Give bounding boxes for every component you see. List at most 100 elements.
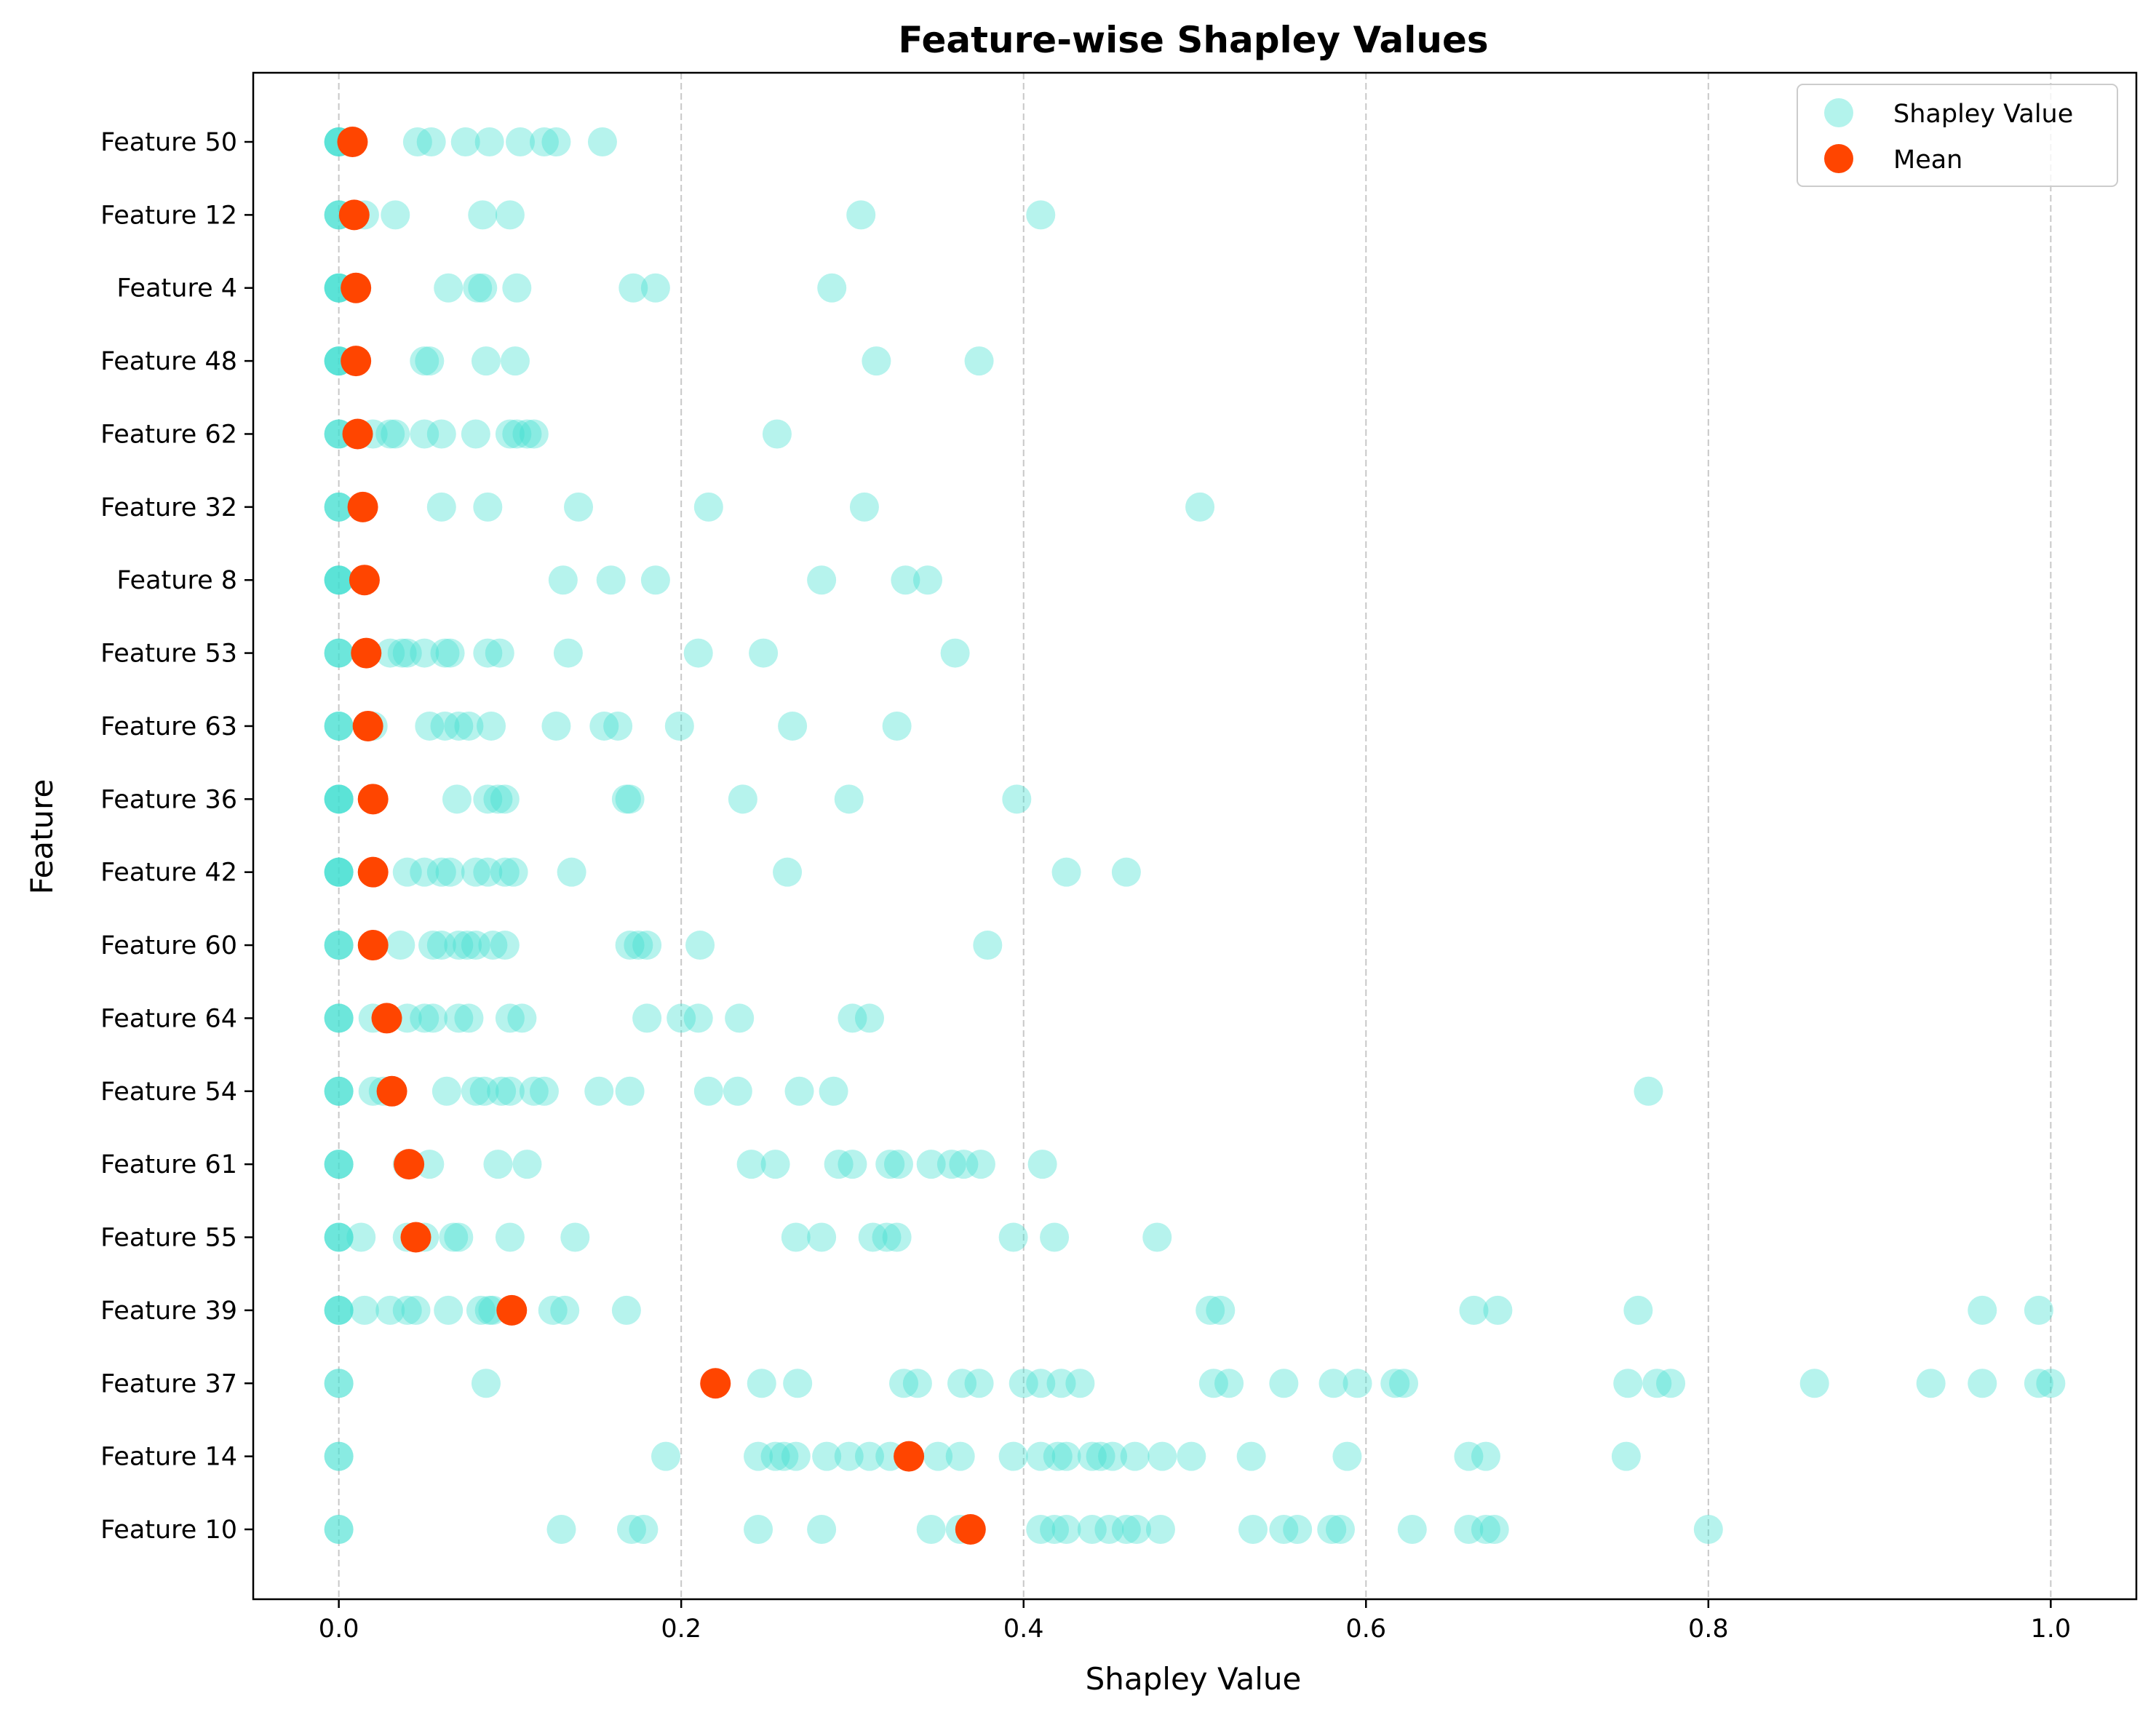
shapley-point bbox=[560, 1222, 590, 1252]
shapley-point bbox=[1318, 1369, 1348, 1398]
shapley-point bbox=[1077, 1515, 1107, 1544]
shapley-point bbox=[744, 1515, 773, 1544]
shapley-point bbox=[495, 419, 525, 449]
shapley-point bbox=[916, 1150, 946, 1179]
shapley-point bbox=[2024, 1369, 2053, 1398]
shapley-point bbox=[324, 1076, 354, 1106]
shapley-point bbox=[1483, 1295, 1513, 1325]
shapley-point bbox=[538, 1295, 568, 1325]
shapley-point bbox=[749, 638, 779, 668]
shapley-point bbox=[1196, 1295, 1225, 1325]
legend-label-mean: Mean bbox=[1893, 146, 1962, 175]
shapley-point bbox=[324, 1076, 354, 1106]
scatter-points bbox=[324, 127, 2066, 1544]
shapley-point bbox=[410, 638, 439, 668]
shapley-point bbox=[1214, 1369, 1244, 1398]
shapley-point bbox=[324, 565, 354, 595]
shapley-point bbox=[872, 1222, 902, 1252]
shapley-point bbox=[846, 200, 876, 230]
y-tick-label: Feature 62 bbox=[100, 420, 237, 449]
shapley-point bbox=[483, 1150, 513, 1179]
shapley-point bbox=[998, 1441, 1028, 1471]
shapley-point bbox=[453, 931, 482, 960]
shapley-point bbox=[541, 127, 571, 156]
shapley-point bbox=[1198, 1369, 1228, 1398]
shapley-point bbox=[964, 1369, 994, 1398]
shapley-point bbox=[381, 419, 410, 449]
shapley-point bbox=[1026, 1515, 1056, 1544]
shapley-point bbox=[415, 711, 445, 741]
shapley-point bbox=[966, 1150, 995, 1179]
shapley-point bbox=[502, 273, 532, 303]
y-tick-label: Feature 32 bbox=[100, 493, 237, 522]
shapley-point bbox=[964, 346, 994, 376]
shapley-point bbox=[778, 711, 808, 741]
mean-point bbox=[341, 346, 372, 377]
shapley-point bbox=[902, 1369, 932, 1398]
shapley-point bbox=[1051, 1515, 1081, 1544]
mean-point bbox=[338, 199, 370, 231]
shapley-point bbox=[324, 1295, 354, 1325]
shapley-point bbox=[849, 492, 879, 522]
shapley-point bbox=[912, 565, 942, 595]
shapley-point bbox=[1623, 1295, 1653, 1325]
shapley-point bbox=[1317, 1515, 1347, 1544]
shapley-point bbox=[1098, 1441, 1128, 1471]
shapley-point bbox=[584, 1076, 614, 1106]
shapley-point bbox=[640, 565, 670, 595]
shapley-point bbox=[410, 346, 439, 376]
shapley-point bbox=[854, 1441, 884, 1471]
mean-point bbox=[351, 637, 382, 669]
shapley-point bbox=[685, 931, 715, 960]
shapley-point bbox=[401, 1295, 431, 1325]
shapley-point bbox=[324, 1150, 354, 1179]
shapley-point bbox=[450, 127, 480, 156]
shapley-point bbox=[324, 1003, 354, 1033]
shapley-point bbox=[1799, 1369, 1829, 1398]
shapley-point bbox=[807, 1222, 837, 1252]
shapley-point bbox=[640, 273, 670, 303]
shapley-point bbox=[502, 419, 532, 449]
shapley-point bbox=[324, 1003, 354, 1033]
shapley-point bbox=[324, 1369, 354, 1398]
shapley-point bbox=[324, 1150, 354, 1179]
y-axis-ticks: Feature 50 Feature 12 Feature 4 Feature 48 F… bbox=[100, 128, 253, 1545]
shapley-point bbox=[477, 711, 506, 741]
shapley-point bbox=[392, 857, 422, 887]
shapley-point bbox=[834, 784, 864, 814]
shapley-point bbox=[324, 565, 354, 595]
shapley-point bbox=[324, 1369, 354, 1398]
shapley-point bbox=[557, 857, 586, 887]
shapley-point bbox=[324, 565, 354, 595]
shapley-point bbox=[824, 1150, 854, 1179]
shapley-point bbox=[1613, 1369, 1643, 1398]
shapley-point bbox=[469, 1076, 499, 1106]
shapley-point bbox=[410, 857, 439, 887]
shapley-point bbox=[324, 711, 354, 741]
shapley-point bbox=[418, 931, 448, 960]
y-tick-label: Feature 39 bbox=[100, 1297, 237, 1326]
shapley-point bbox=[415, 346, 445, 376]
shapley-point bbox=[483, 784, 513, 814]
shapley-point bbox=[693, 1076, 723, 1106]
shapley-point bbox=[723, 1076, 752, 1106]
shapley-point bbox=[632, 931, 662, 960]
mean-points bbox=[337, 127, 986, 1545]
shapley-point bbox=[1454, 1515, 1484, 1544]
mean-point bbox=[496, 1294, 528, 1326]
shapley-point bbox=[1046, 1369, 1076, 1398]
y-tick-label: Feature 64 bbox=[100, 1004, 237, 1033]
y-tick-label: Feature 55 bbox=[100, 1224, 237, 1253]
shapley-point bbox=[454, 1003, 484, 1033]
mean-point bbox=[894, 1441, 925, 1472]
shapley-point bbox=[550, 1295, 580, 1325]
shapley-point bbox=[324, 1222, 354, 1252]
shapley-point bbox=[461, 857, 490, 887]
shapley-point bbox=[891, 565, 920, 595]
x-tick-label: 0.2 bbox=[661, 1615, 701, 1644]
shapley-point bbox=[1026, 200, 1056, 230]
legend-label-shapley: Shapley Value bbox=[1893, 100, 2073, 129]
shapley-point bbox=[1065, 1369, 1095, 1398]
shapley-point bbox=[1040, 1515, 1070, 1544]
shapley-point bbox=[564, 492, 594, 522]
